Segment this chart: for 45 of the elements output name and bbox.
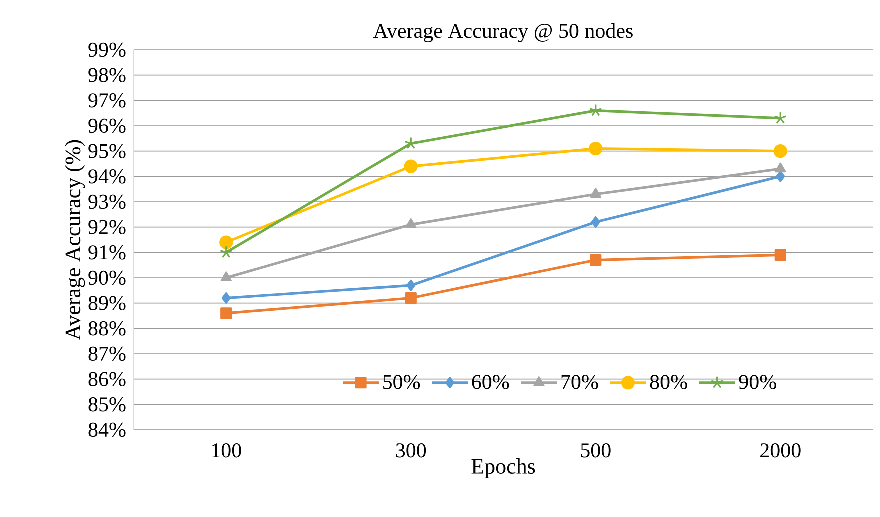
point [589,142,603,156]
point [220,308,232,320]
x-axis-title: Epochs [472,458,536,478]
legend-label: 50% [384,375,420,390]
y-tick-label: 99% [88,42,126,58]
point [590,188,602,198]
point [220,272,232,282]
legend-label: 60% [472,375,510,390]
legend-label: 80% [650,375,688,390]
y-tick-label: 92% [88,220,126,234]
point [405,292,417,304]
point [591,216,600,228]
y-tick-label: 90% [88,270,126,286]
y-tick-label: 97% [88,94,126,108]
point [404,160,418,174]
x-tick-label: 100 [212,444,242,458]
point [222,292,231,304]
y-tick-label: 94% [88,170,126,184]
point [406,218,417,228]
y-tick-label: 95% [88,144,126,158]
point [774,144,788,158]
point [590,254,602,266]
x-tick-label: 2000 [760,444,801,458]
point [404,136,418,150]
y-tick-label: 86% [88,372,126,386]
y-tick-label: 91% [88,246,126,260]
y-tick-label: 98% [88,68,126,82]
point [406,280,416,292]
chart-title: Average Accuracy @ 50 nodes [374,23,633,42]
legend-label: 70% [562,375,598,390]
x-tick-label: 500 [581,444,611,458]
y-tick-label: 84% [88,422,126,438]
y-tick-label: 93% [88,194,126,210]
point [589,104,602,116]
y-tick-label: 89% [88,296,126,310]
point [220,236,234,250]
y-axis-title: Average Accuracy (%) [65,140,86,340]
x-tick-label: 300 [396,444,426,458]
point [774,249,786,261]
y-tick-label: 88% [88,322,126,336]
point [775,162,786,173]
legend-label: 90% [739,375,776,390]
y-tick-label: 85% [88,398,126,412]
y-tick-label: 87% [88,346,126,362]
y-tick-label: 96% [88,118,126,134]
